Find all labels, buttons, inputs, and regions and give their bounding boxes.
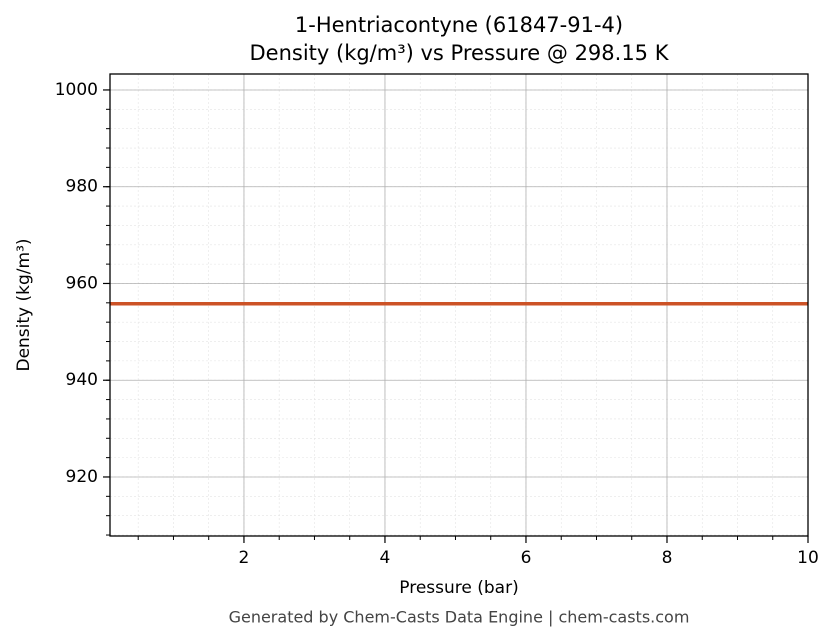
x-tick-label: 6 <box>521 548 532 568</box>
chart-title: 1-Hentriacontyne (61847-91-4) <box>295 13 623 37</box>
y-tick-label: 980 <box>66 177 98 197</box>
x-tick-label: 10 <box>797 548 819 568</box>
footer: Generated by Chem-Casts Data Engine | ch… <box>229 608 690 627</box>
y-tick-label: 940 <box>66 370 98 390</box>
y-tick-label: 920 <box>66 467 98 487</box>
x-tick-label: 4 <box>380 548 391 568</box>
y-axis-label: Density (kg/m³) <box>14 238 34 371</box>
chart-subtitle: Density (kg/m³) vs Pressure @ 298.15 K <box>249 41 669 65</box>
y-tick-label: 1000 <box>55 80 98 100</box>
x-tick-label: 8 <box>662 548 673 568</box>
grid <box>103 74 809 543</box>
axes-frame <box>109 73 809 537</box>
x-tick-label: 2 <box>239 548 250 568</box>
y-tick-label: 960 <box>66 273 98 293</box>
x-axis-label: Pressure (bar) <box>399 578 518 598</box>
